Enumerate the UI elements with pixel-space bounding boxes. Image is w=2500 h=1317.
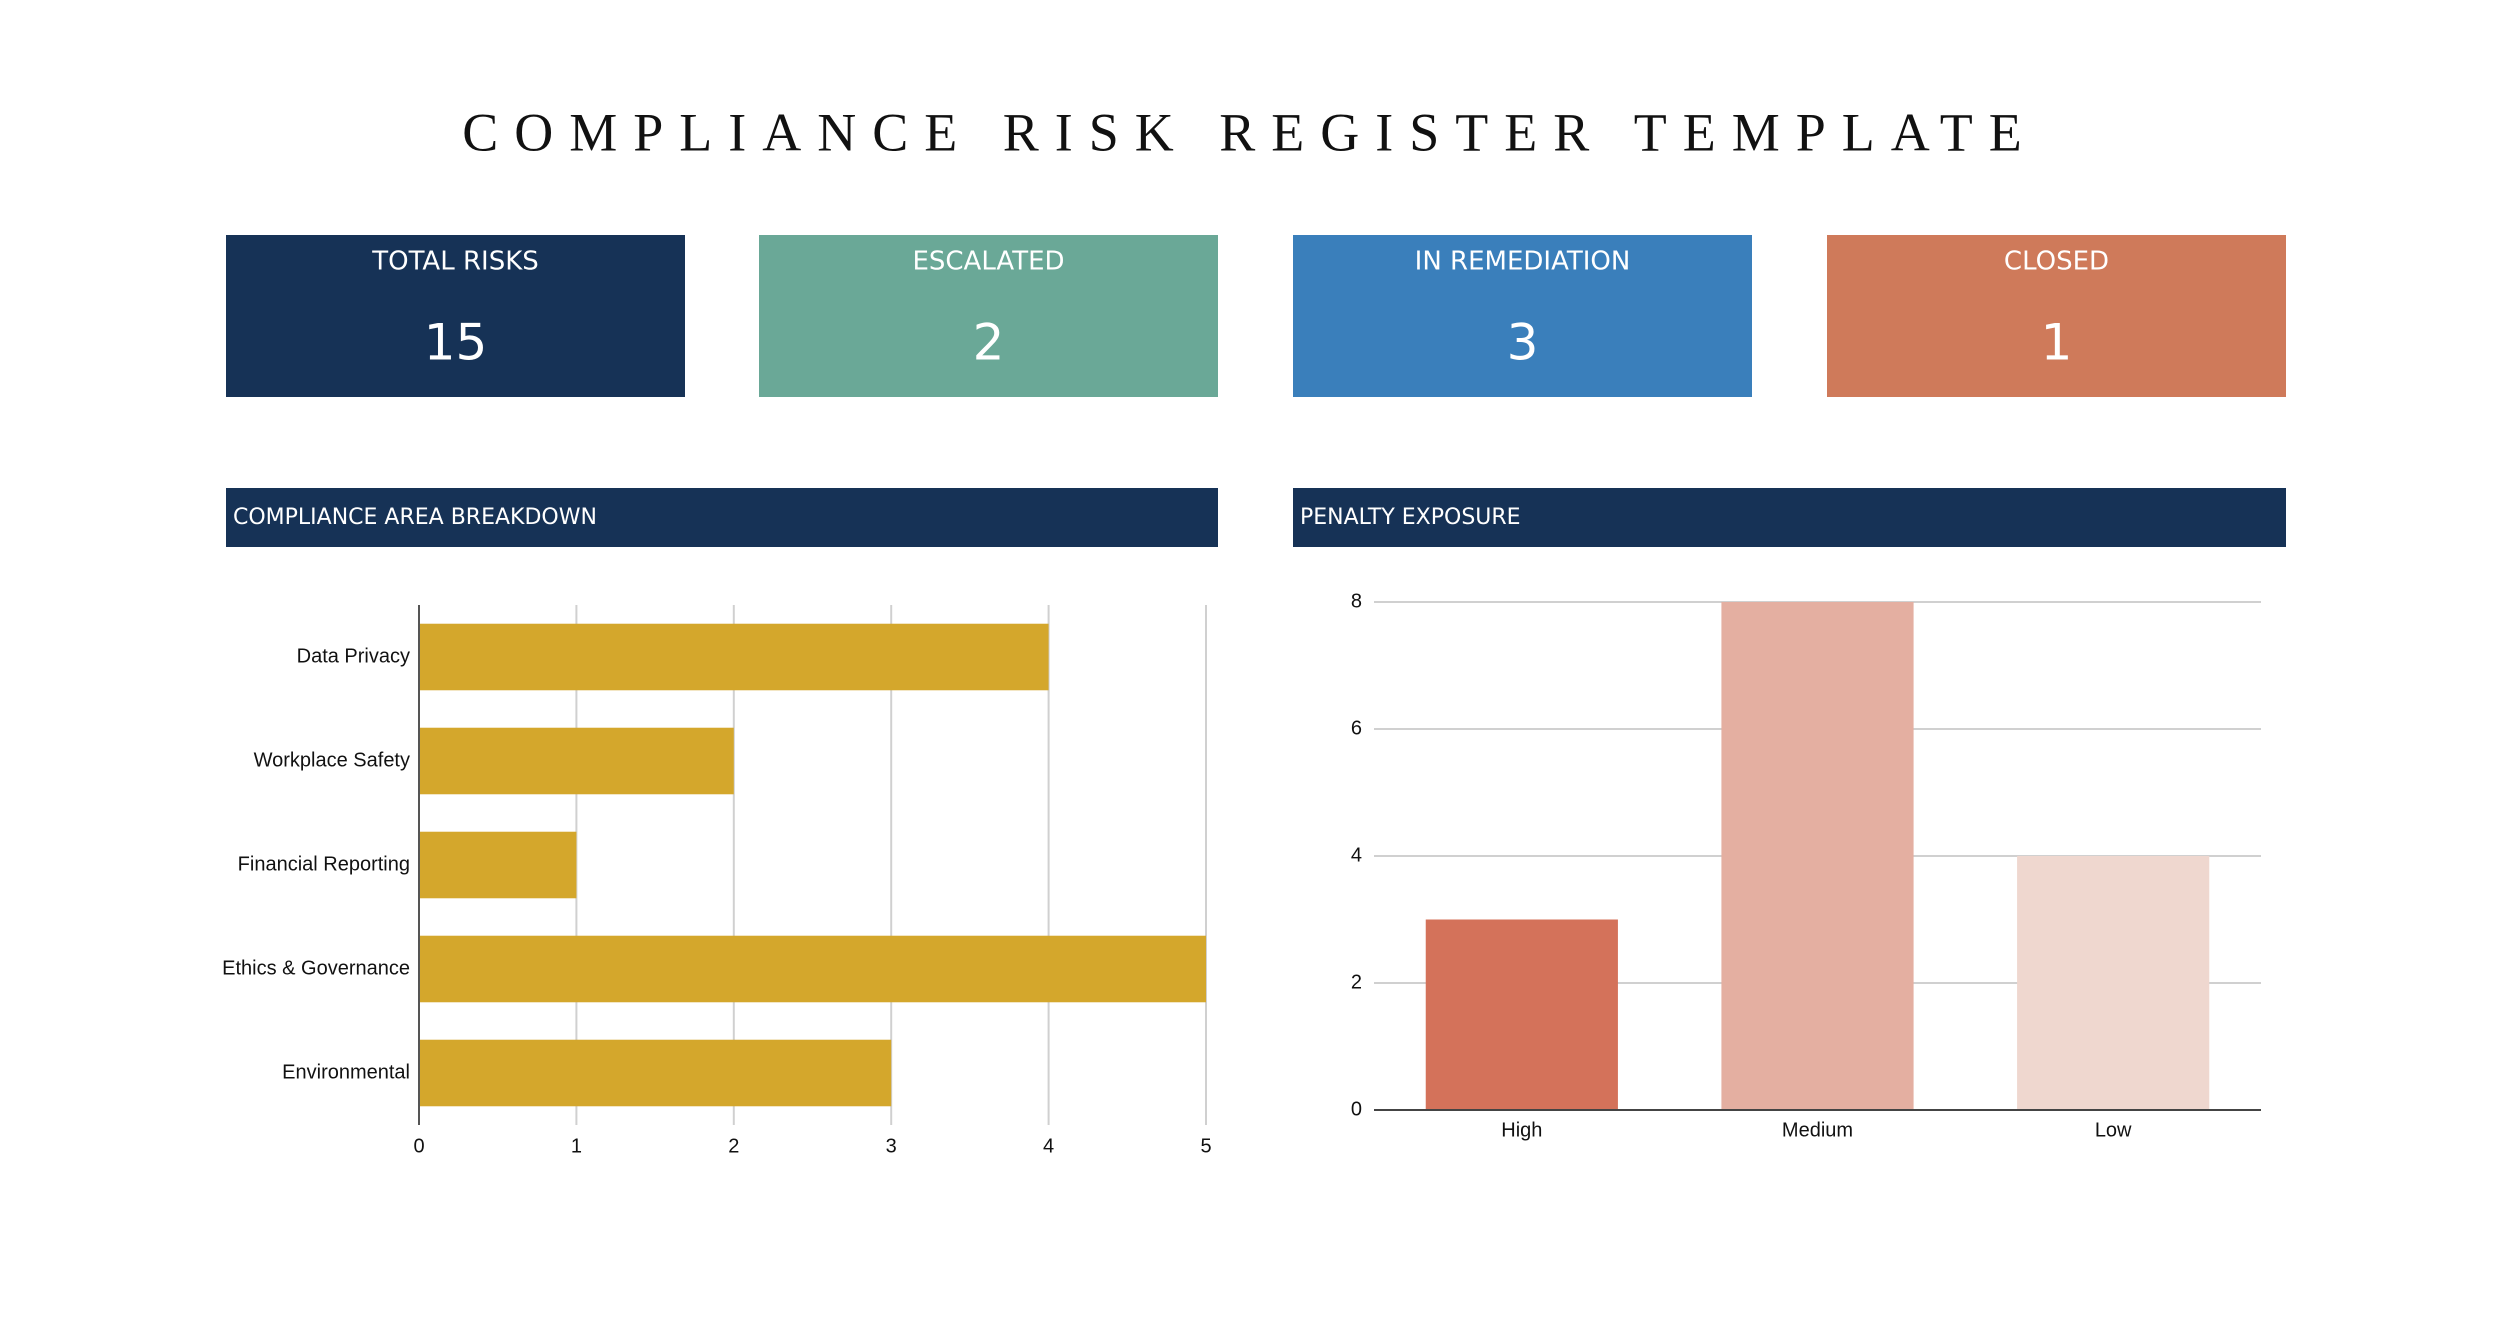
kpi-card bbox=[226, 235, 685, 397]
y-tick-label: 2 bbox=[1351, 971, 1362, 993]
y-tick-label: 0 bbox=[1351, 1098, 1362, 1120]
category-label: Financial Reporting bbox=[238, 853, 410, 875]
kpi-value: 1 bbox=[2041, 314, 2073, 372]
page-title: COMPLIANCE RISK REGISTER TEMPLATE bbox=[462, 102, 2038, 162]
y-tick-label: 4 bbox=[1351, 844, 1362, 866]
category-label: Ethics & Governance bbox=[222, 957, 410, 979]
category-label: High bbox=[1501, 1119, 1542, 1141]
category-label: Workplace Safety bbox=[254, 749, 410, 771]
bar bbox=[419, 727, 734, 795]
bar bbox=[2017, 856, 2210, 1110]
section-title: PENALTY EXPOSURE bbox=[1300, 505, 1521, 530]
kpi-card bbox=[759, 235, 1218, 397]
kpi-label: ESCALATED bbox=[912, 247, 1064, 277]
section-header bbox=[226, 488, 1218, 547]
y-tick-label: 8 bbox=[1351, 590, 1362, 612]
bar bbox=[419, 935, 1206, 1003]
x-tick-label: 3 bbox=[886, 1135, 897, 1157]
x-tick-label: 4 bbox=[1043, 1135, 1054, 1157]
bar bbox=[1425, 919, 1618, 1110]
x-tick-label: 0 bbox=[413, 1135, 424, 1157]
section-header bbox=[1293, 488, 2286, 547]
x-tick-label: 2 bbox=[728, 1135, 739, 1157]
bar bbox=[419, 623, 1049, 691]
bar bbox=[1721, 602, 1914, 1110]
category-label: Low bbox=[2095, 1119, 2132, 1141]
bar bbox=[419, 831, 577, 899]
y-tick-label: 6 bbox=[1351, 717, 1362, 739]
kpi-value: 2 bbox=[973, 314, 1005, 372]
kpi-value: 15 bbox=[424, 314, 488, 372]
kpi-value: 3 bbox=[1507, 314, 1539, 372]
kpi-label: TOTAL RISKS bbox=[371, 247, 539, 277]
kpi-card bbox=[1827, 235, 2286, 397]
section-title: COMPLIANCE AREA BREAKDOWN bbox=[233, 505, 597, 530]
kpi-card bbox=[1293, 235, 1752, 397]
category-label: Data Privacy bbox=[297, 645, 410, 667]
x-tick-label: 1 bbox=[571, 1135, 582, 1157]
category-label: Environmental bbox=[282, 1061, 410, 1083]
category-label: Medium bbox=[1782, 1119, 1853, 1141]
kpi-label: IN REMEDIATION bbox=[1415, 247, 1631, 277]
kpi-label: CLOSED bbox=[2004, 247, 2109, 277]
bar bbox=[419, 1039, 892, 1107]
x-tick-label: 5 bbox=[1200, 1135, 1211, 1157]
